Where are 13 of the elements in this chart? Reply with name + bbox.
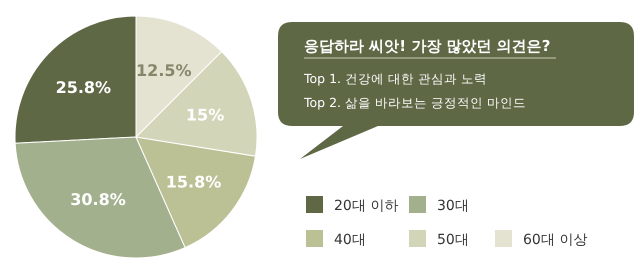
text: 응답하라 씨앗! 가장 많았던 의견은? — [304, 37, 550, 55]
legend-label: 60대 이상 — [523, 232, 588, 248]
text: Top 1. 건강에 대한 관심과 노력 — [303, 71, 487, 86]
legend-label: 30대 — [437, 198, 469, 214]
legend-label: 40대 — [334, 232, 366, 248]
data-label: 15.8% — [166, 172, 222, 192]
legend-label: 20대 이하 — [334, 198, 398, 214]
legend-label: 50대 — [437, 232, 469, 248]
data-label: 12.5% — [136, 60, 192, 80]
data-label: 15% — [186, 106, 224, 125]
text: Top 2. 삶을 바라보는 긍정적인 마인드 — [303, 95, 526, 110]
data-label: 25.8% — [56, 78, 112, 98]
data-label: 30.8% — [70, 190, 126, 209]
